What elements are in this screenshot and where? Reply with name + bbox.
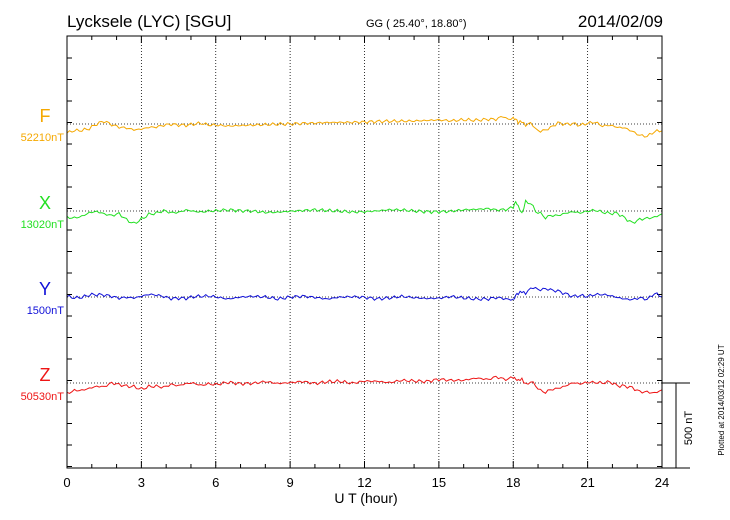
axis-ticks bbox=[66, 36, 663, 468]
x-axis-label: U T (hour) bbox=[334, 490, 397, 506]
x-tick-labels: 0 3 6 9 12 15 18 21 24 bbox=[63, 475, 669, 490]
date-label: 2014/02/09 bbox=[578, 12, 663, 31]
x-tick-label: 12 bbox=[357, 475, 371, 490]
x-tick-label: 15 bbox=[432, 475, 446, 490]
baseline-value-f: 52210nT bbox=[21, 132, 65, 144]
scale-bar-label: 500 nT bbox=[683, 411, 695, 446]
plot-frame bbox=[66, 35, 663, 469]
x-tick-label: 21 bbox=[580, 475, 594, 490]
series-line-z bbox=[66, 375, 663, 394]
series-name-z: Z bbox=[40, 365, 51, 385]
x-tick-label: 3 bbox=[138, 475, 145, 490]
series-labels: F 52210nT X 13020nT Y 1500nT Z 50530nT bbox=[21, 106, 65, 403]
coordinates-label: GG ( 25.40°, 18.80°) bbox=[366, 18, 467, 30]
x-tick-label: 24 bbox=[655, 475, 669, 490]
baseline-value-z: 50530nT bbox=[21, 391, 65, 403]
baseline-value-x: 13020nT bbox=[21, 219, 65, 231]
x-tick-label: 6 bbox=[212, 475, 219, 490]
series-name-x: X bbox=[39, 193, 51, 213]
x-tick-label: 18 bbox=[506, 475, 520, 490]
series-line-y bbox=[66, 286, 663, 302]
station-title: Lycksele (LYC) [SGU] bbox=[67, 12, 231, 31]
series-name-y: Y bbox=[39, 279, 51, 299]
series-line-f bbox=[66, 115, 663, 138]
baseline-value-y: 1500nT bbox=[27, 305, 65, 317]
series-lines bbox=[66, 115, 663, 394]
scale-bar: 500 nT bbox=[662, 382, 695, 469]
series-line-x bbox=[66, 199, 663, 224]
grid-lines bbox=[67, 36, 662, 468]
series-name-f: F bbox=[40, 106, 51, 126]
plotted-timestamp: Plotted at 2014/03/12 02:29 UT bbox=[717, 344, 726, 455]
x-tick-label: 9 bbox=[287, 475, 294, 490]
x-tick-label: 0 bbox=[63, 475, 70, 490]
